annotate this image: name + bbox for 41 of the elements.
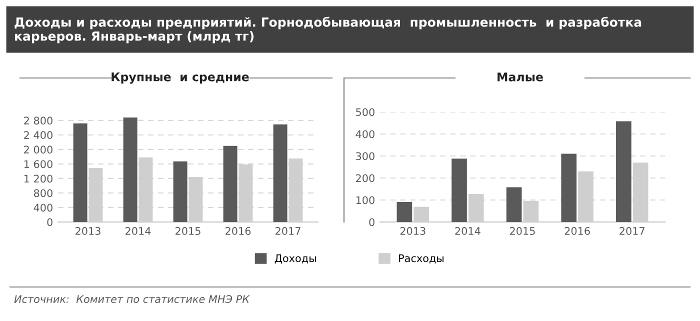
bar [452,158,467,222]
y-tick-label: 0 [47,218,52,226]
text: Источник: Комитет по статистике МНЭ РК [14,295,250,304]
bar [73,123,88,222]
bar [123,118,138,222]
x-tick-label: 2013 [400,227,426,235]
bar [223,146,238,222]
x-tick-label: 2014 [455,227,480,235]
bar [506,187,522,222]
x-tick-label: 2013 [76,227,100,235]
y-tick-label: 2 800 [24,116,52,125]
x-tick-label: 2014 [126,227,151,235]
y-tick-label: 100 [356,196,374,204]
x-tick-label: 2015 [510,227,535,235]
bar [561,154,577,222]
bar [273,124,288,222]
legend-label: Доходы [274,254,316,264]
y-tick-label: 200 [356,174,374,182]
bar [616,121,632,222]
x-tick-label: 2017 [276,227,300,235]
y-tick-label: 500 [356,108,374,116]
bar [396,202,412,222]
chart-subtitle: Крупные и средние [112,72,249,84]
legend-label: Расходы [399,254,444,264]
x-tick-label: 2015 [176,227,200,235]
y-tick-label: 1 600 [24,160,52,168]
bar [173,161,188,222]
y-tick-label: 2 000 [24,146,52,154]
y-tick-label: 1 200 [24,174,52,183]
y-tick-label: 2 400 [24,131,52,140]
x-tick-label: 2017 [620,227,644,235]
bar [414,206,429,222]
y-tick-label: 400 [356,130,374,138]
y-tick-label: 800 [34,189,52,198]
chart-title: Доходы и расходы предприятий. Горнодобывающая промышленность и разработка карьеров. Январь-март (млрд тг) [14,16,642,44]
y-tick-label: 300 [356,152,374,160]
y-tick-label: 400 [34,204,52,212]
y-tick-label: 0 [369,218,374,226]
x-tick-label: 2016 [226,227,251,235]
x-tick-label: 2016 [564,227,590,235]
chart-subtitle: Малые [498,72,543,82]
